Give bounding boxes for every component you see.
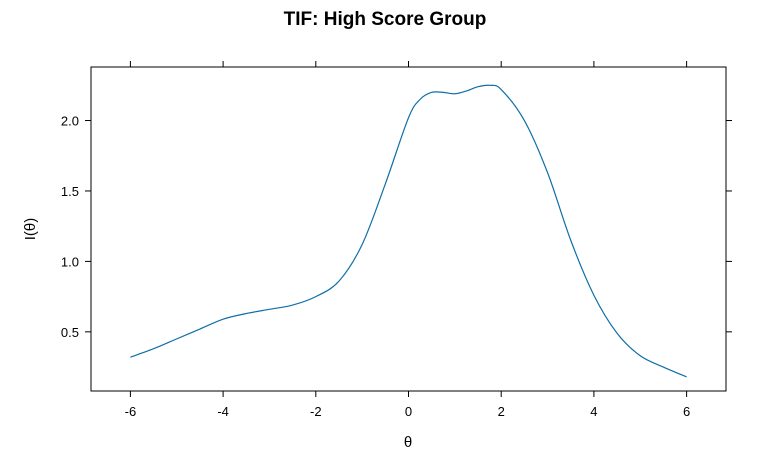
y-tick-label: 0.5 bbox=[61, 325, 79, 340]
series-layer bbox=[130, 84, 687, 378]
plot-frame bbox=[90, 66, 727, 392]
y-axis-label: I(θ) bbox=[22, 218, 39, 241]
x-tick-label: -6 bbox=[125, 404, 137, 419]
y-tick-label: 2.0 bbox=[61, 114, 79, 129]
x-tick-label: 0 bbox=[405, 404, 412, 419]
y-tick-label: 1.0 bbox=[61, 254, 79, 269]
x-tick-label: -4 bbox=[217, 404, 229, 419]
x-tick-label: 2 bbox=[498, 404, 505, 419]
x-tick-label: 6 bbox=[683, 404, 690, 419]
ticks-layer: -6 -4 -2 0 2 4 6 0.5 1.0 1.5 2.0 bbox=[61, 61, 732, 419]
tif-series-line bbox=[130, 84, 687, 378]
chart-title: TIF: High Score Group bbox=[284, 9, 487, 30]
x-axis-label: θ bbox=[404, 434, 412, 451]
x-tick-label: -2 bbox=[310, 404, 322, 419]
y-tick-label: 1.5 bbox=[61, 184, 79, 199]
x-tick-label: 4 bbox=[590, 404, 597, 419]
